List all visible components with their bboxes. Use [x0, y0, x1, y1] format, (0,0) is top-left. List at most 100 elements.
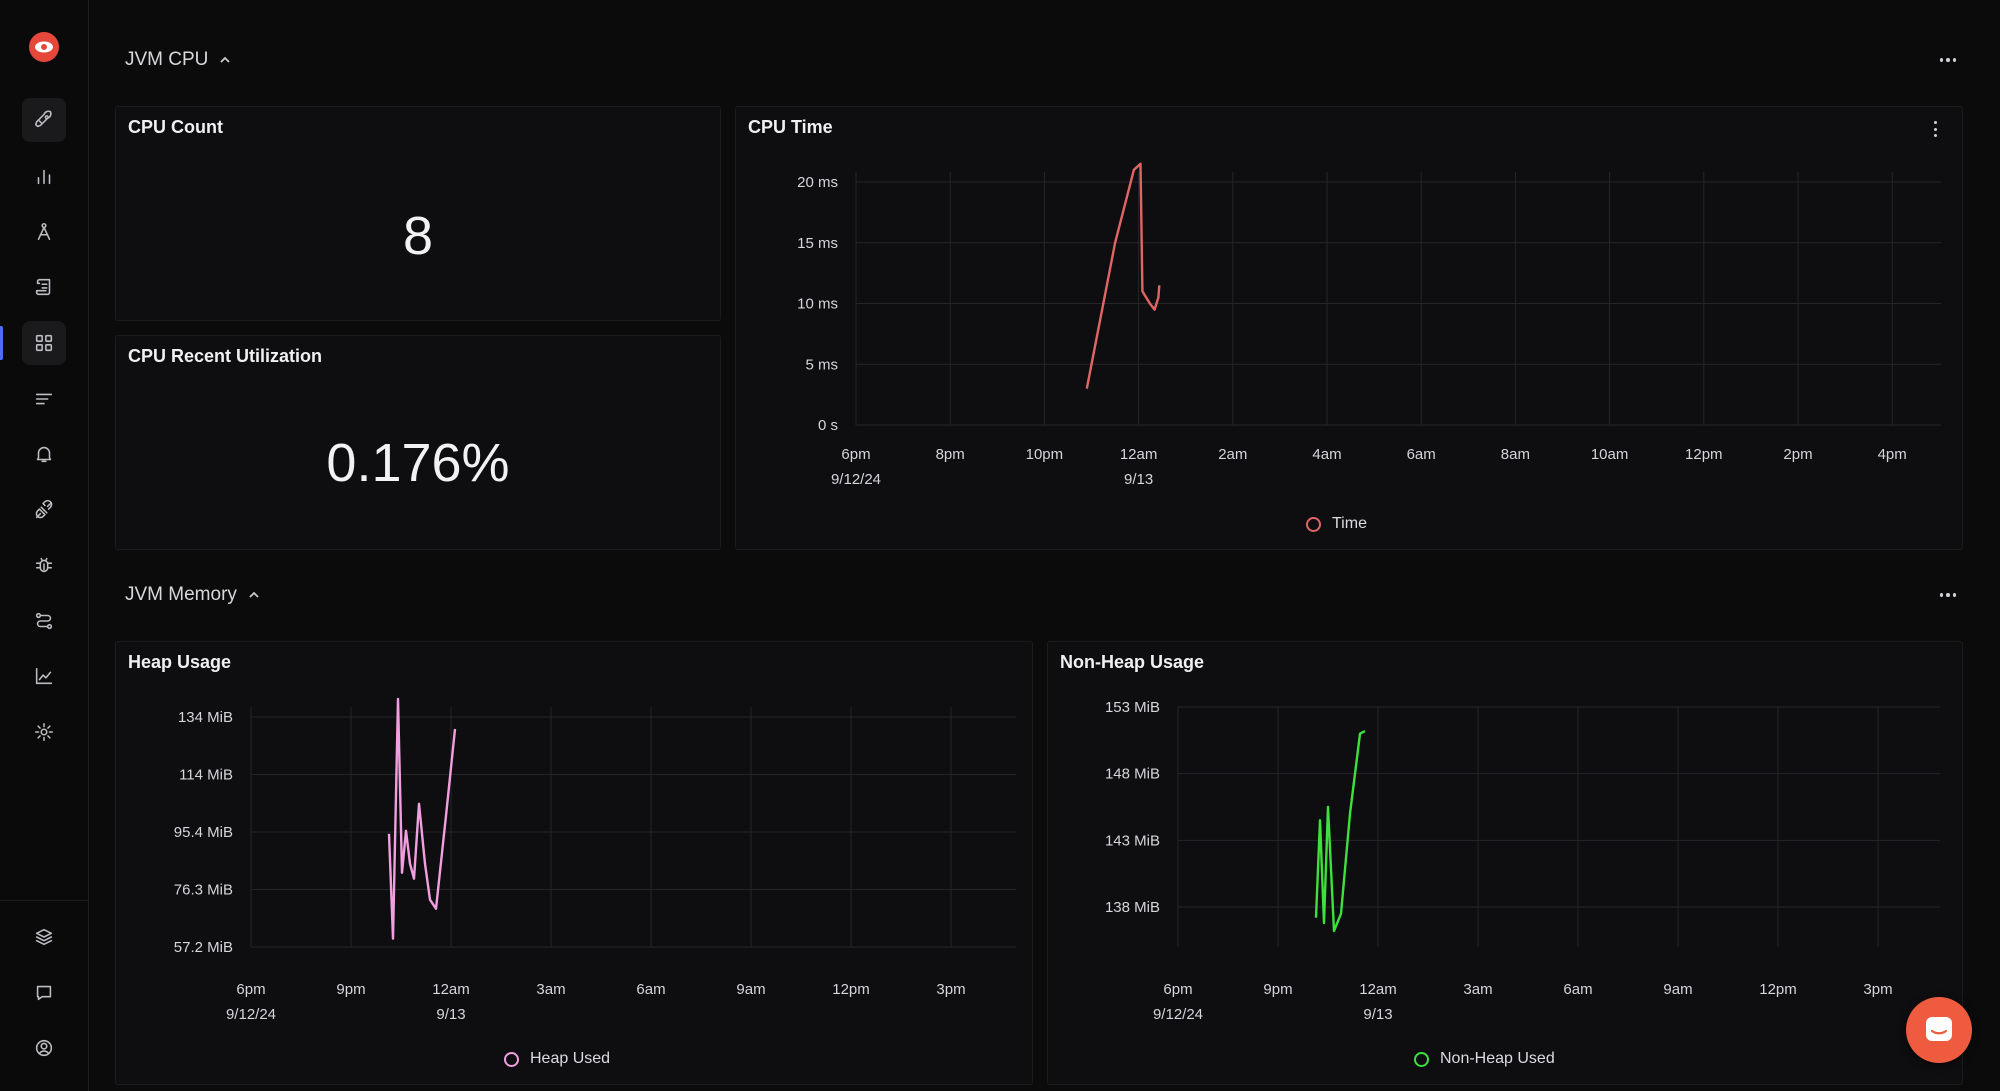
legend-item[interactable]: Non-Heap Used: [1414, 1050, 1555, 1068]
y-tick-label: 15 ms: [797, 235, 838, 252]
nav-dashboards[interactable]: [22, 321, 66, 365]
sidebar-divider: [0, 900, 88, 901]
x-tick-label: 3am: [1463, 981, 1492, 998]
x-tick-label: 12pm: [1759, 981, 1797, 998]
bug-icon: [35, 557, 53, 573]
y-tick-label: 148 MiB: [1105, 766, 1160, 783]
panel-title: CPU Recent Utilization: [128, 346, 323, 366]
x-tick-label: 6am: [1407, 446, 1436, 463]
nav-exceptions[interactable]: [22, 543, 66, 587]
x-tick-label: 8am: [1501, 446, 1530, 463]
x-tick-label: 9am: [1663, 981, 1692, 998]
x-tick-label: 10am: [1591, 446, 1629, 463]
x-tick-label: 3pm: [1863, 981, 1892, 998]
panel-title: CPU Time: [748, 117, 833, 137]
x-tick-label: 3am: [536, 981, 565, 998]
x-subtick-label: 9/13: [1363, 1006, 1392, 1023]
eye-icon: [35, 41, 53, 53]
x-tick-label: 10pm: [1026, 446, 1064, 463]
eye-logo[interactable]: [29, 32, 59, 62]
x-tick-label: 4am: [1312, 446, 1341, 463]
series-line: [1085, 162, 1161, 389]
section-menu-button[interactable]: [1938, 585, 1958, 605]
x-tick-label: 12pm: [832, 981, 870, 998]
y-tick-label: 95.4 MiB: [174, 824, 233, 841]
nav-logs[interactable]: [22, 265, 66, 309]
pipelines-icon: [35, 612, 53, 630]
nav-profile[interactable]: [22, 1026, 66, 1070]
nav-support[interactable]: [22, 971, 66, 1015]
y-tick-label: 134 MiB: [178, 709, 233, 726]
section-title: JVM CPU: [125, 49, 209, 70]
y-tick-label: 153 MiB: [1105, 699, 1160, 716]
logs-icon: [35, 278, 51, 296]
legend-marker: [504, 1051, 519, 1067]
x-tick-label: 6am: [636, 981, 665, 998]
nav-alerts[interactable]: [22, 432, 66, 476]
nav-pipelines[interactable]: [22, 599, 66, 643]
y-tick-label: 0 s: [818, 417, 838, 434]
integrations-plug-icon: [35, 499, 53, 519]
panel-heap-usage: Heap Usage 57.2 MiB 76.3 MiB 95.4 MiB 114 M…: [115, 641, 1033, 1085]
nav-integrations[interactable]: [22, 488, 66, 532]
chevron-up-icon[interactable]: [247, 588, 261, 602]
sidebar: [0, 0, 89, 1091]
layers-icon: [35, 928, 53, 946]
active-nav-indicator: [0, 326, 3, 360]
non-heap-usage-chart: 138 MiB 143 MiB 148 MiB 153 MiB 6pm 9/12/24 9p…: [1105, 699, 1940, 1023]
legend-marker: [1306, 516, 1321, 532]
chat-bubble-icon: [1926, 1017, 1952, 1041]
y-tick-label: 138 MiB: [1105, 899, 1160, 916]
x-subtick-label: 9/12/24: [226, 1006, 276, 1023]
stat-value: 8: [402, 206, 434, 266]
y-tick-label: 76.3 MiB: [174, 882, 233, 899]
x-tick-label: 6am: [1563, 981, 1592, 998]
y-tick-label: 57.2 MiB: [174, 939, 233, 956]
support-chat-button[interactable]: [1906, 997, 1972, 1063]
x-tick-label: 8pm: [936, 446, 965, 463]
x-tick-label: 2pm: [1783, 446, 1812, 463]
y-tick-label: 114 MiB: [179, 767, 233, 784]
x-tick-label: 12am: [432, 981, 470, 998]
x-tick-label: 12pm: [1685, 446, 1723, 463]
nav-usage[interactable]: [22, 654, 66, 698]
cpu-time-chart: 0 s 5 ms 10 ms 15 ms 20 ms 6pm 9/12/24 8pm 10pm 1…: [797, 162, 1941, 488]
nav-traces[interactable]: [22, 210, 66, 254]
y-tick-label: 143 MiB: [1105, 832, 1160, 849]
legend-item[interactable]: Time: [1306, 515, 1367, 533]
nav-workspaces[interactable]: [22, 915, 66, 959]
x-subtick-label: 9/13: [436, 1006, 465, 1023]
y-tick-label: 10 ms: [797, 296, 838, 313]
bar-chart-icon: [37, 169, 51, 185]
y-tick-label: 20 ms: [797, 174, 838, 191]
x-tick-label: 4pm: [1878, 446, 1907, 463]
x-tick-label: 6pm: [841, 446, 870, 463]
chat-icon: [36, 985, 52, 1001]
x-tick-label: 6pm: [236, 981, 265, 998]
panel-title: Heap Usage: [128, 652, 232, 672]
nav-rocket[interactable]: [22, 98, 66, 142]
panel-title: Non-Heap Usage: [1060, 652, 1205, 672]
series-line: [1314, 729, 1366, 933]
x-tick-label: 12am: [1359, 981, 1397, 998]
panel-non-heap-usage: Non-Heap Usage 138 MiB 143 MiB 148 MiB 153 …: [1047, 641, 1963, 1085]
nav-metrics[interactable]: [22, 154, 66, 198]
list-filter-icon: [35, 393, 53, 405]
dashboard-grid-icon: [35, 334, 53, 352]
panel-cpu-utilization: CPU Recent Utilization 0.176%: [115, 335, 721, 550]
legend-label: Heap Used: [530, 1050, 611, 1067]
x-tick-label: 9am: [736, 981, 765, 998]
x-tick-label: 6pm: [1163, 981, 1192, 998]
x-tick-label: 12am: [1120, 446, 1158, 463]
area-chart-icon: [35, 667, 53, 685]
section-menu-button[interactable]: [1938, 50, 1958, 70]
legend-item[interactable]: Heap Used: [504, 1050, 610, 1068]
x-subtick-label: 9/12/24: [831, 471, 881, 488]
chevron-up-icon[interactable]: [218, 53, 232, 67]
nav-views[interactable]: [22, 377, 66, 421]
nav-settings[interactable]: [22, 710, 66, 754]
section-title: JVM Memory: [125, 584, 237, 605]
traces-icon: [37, 222, 51, 241]
panel-menu-button[interactable]: [1930, 119, 1940, 139]
panel-title: CPU Count: [128, 117, 223, 137]
